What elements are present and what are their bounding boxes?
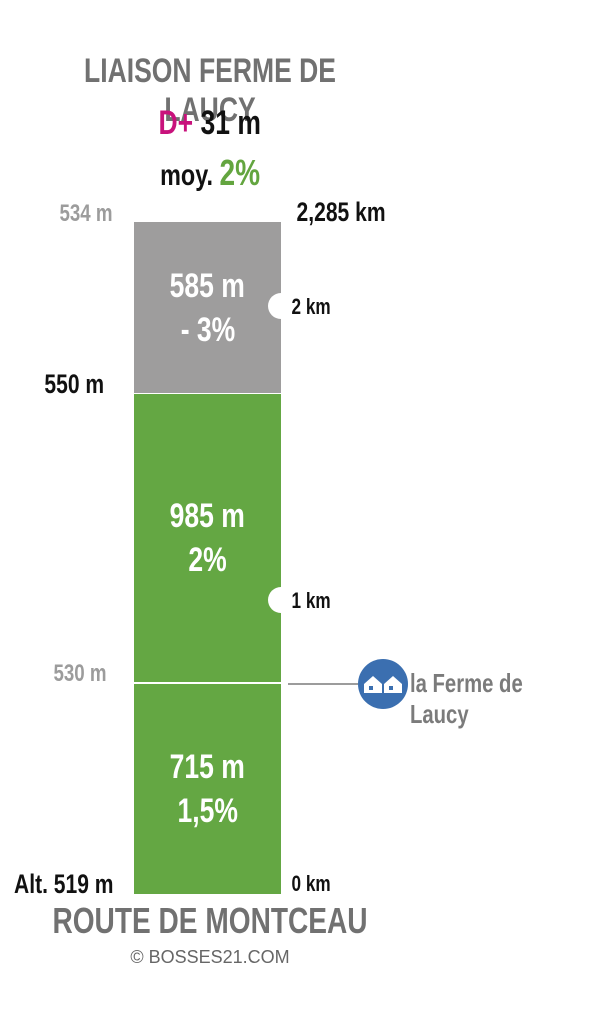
km-2-marker	[268, 293, 294, 319]
segment-3: 715 m 1,5%	[134, 684, 281, 894]
total-distance: 2,285 km	[296, 197, 386, 227]
segment-2-length: 985 m	[169, 497, 246, 535]
segment-2-grade: 2%	[188, 541, 227, 579]
segment-3-length: 715 m	[169, 748, 246, 786]
elevation-gain: D+ 31 m	[0, 104, 420, 143]
altitude-start: Alt. 519 m	[14, 869, 114, 899]
elevation-gain-label: D+	[158, 104, 194, 142]
altitude-peak: 550 m	[44, 369, 105, 399]
segment-1-length: 585 m	[169, 266, 246, 305]
km-1-label: 1 km	[291, 588, 331, 613]
average-grade-label: moy.	[160, 159, 213, 192]
average-grade-value: 2%	[219, 152, 260, 193]
segment-3-grade: 1,5%	[177, 792, 238, 830]
elevation-gain-value: 31 m	[200, 104, 262, 142]
profile-title: LIAISON FERME DE LAUCY	[84, 52, 336, 129]
segment-1-grade: - 3%	[180, 310, 235, 349]
start-road-name: ROUTE DE MONTCEAU	[52, 900, 368, 941]
average-grade: moy. 2%	[0, 152, 420, 194]
poi-label: la Ferme de Laucy	[410, 668, 523, 729]
segment-1: 585 m - 3%	[134, 222, 281, 393]
km-2-label: 2 km	[291, 294, 331, 319]
poi-connector	[288, 683, 358, 685]
km-1-marker	[268, 587, 294, 613]
altitude-top: 534 m	[59, 200, 113, 227]
credit: © BOSSES21.COM	[130, 947, 290, 967]
segment-2: 985 m 2%	[134, 394, 281, 682]
km-0-label: 0 km	[291, 871, 331, 896]
altitude-mid: 530 m	[53, 660, 107, 687]
houses-icon	[358, 659, 408, 709]
